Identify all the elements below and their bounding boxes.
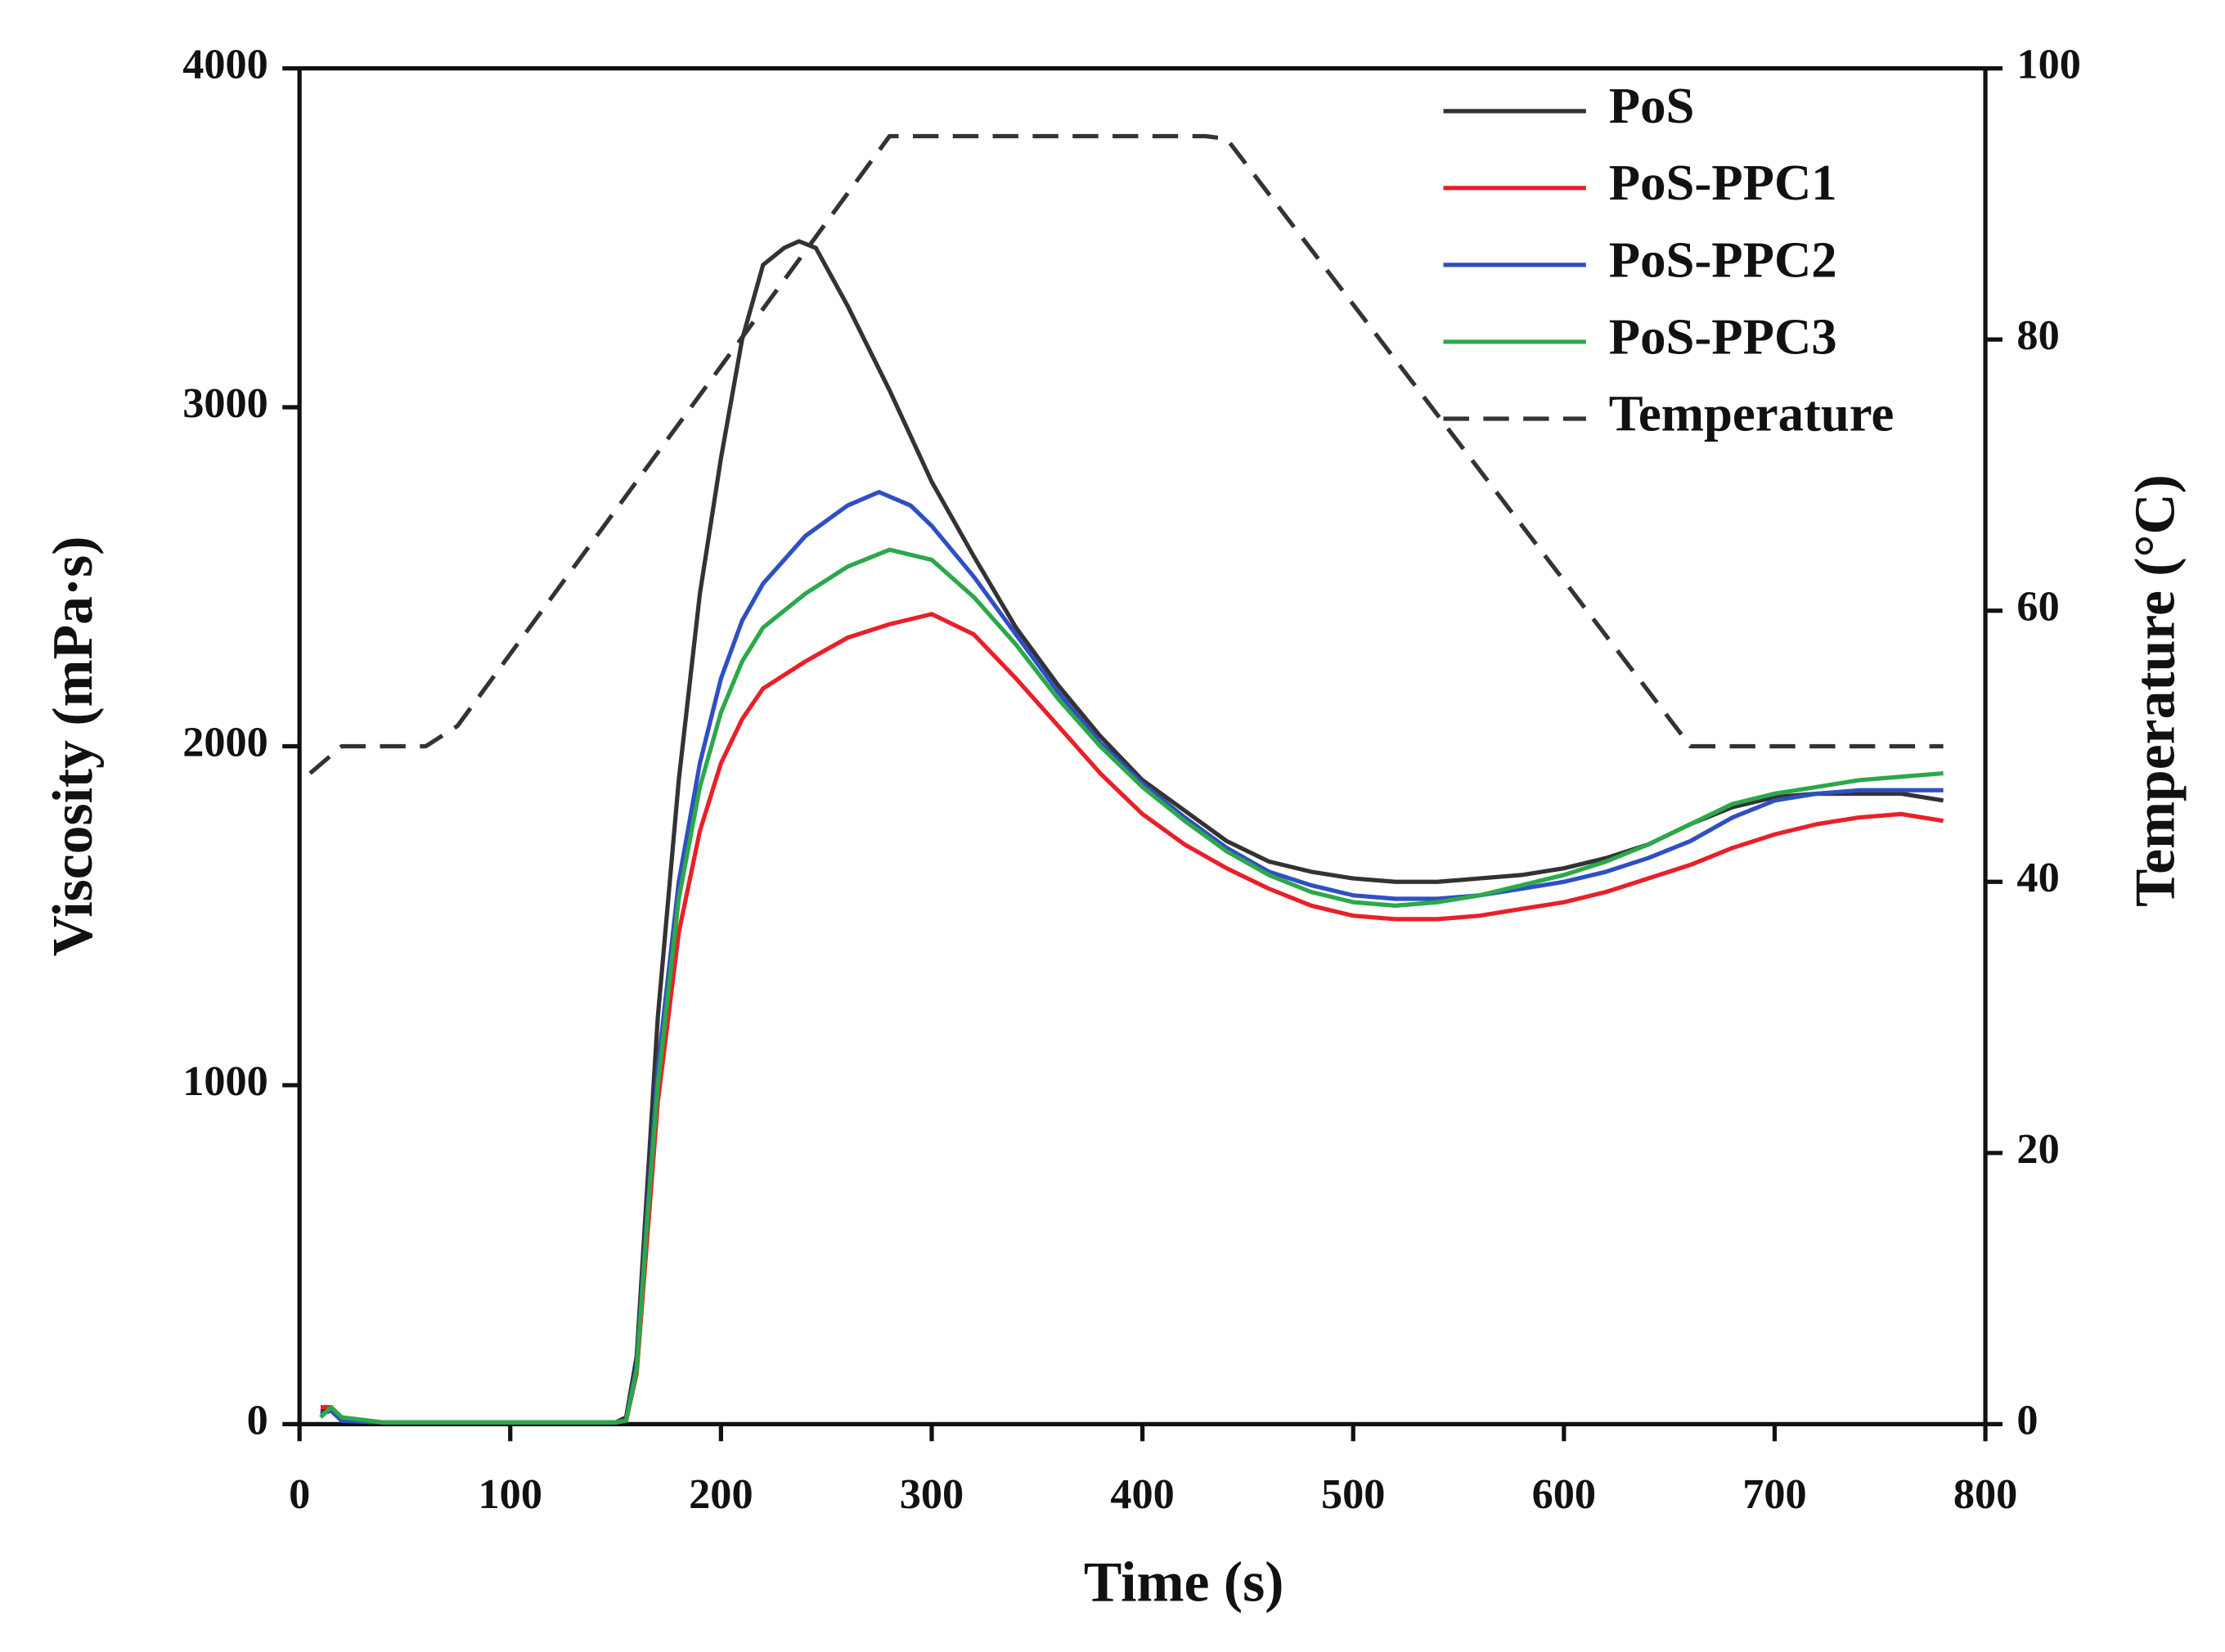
x-tick-label: 700 [1742, 1470, 1806, 1518]
x-tick-label: 300 [900, 1470, 964, 1518]
legend-label: PoS-PPC1 [1609, 154, 1837, 211]
series-line [320, 490, 1944, 1425]
legend-label: PoS [1609, 77, 1695, 134]
y2-tick-label: 0 [2016, 1396, 2038, 1443]
y-axis-title: Viscosity (mPa·s) [42, 536, 105, 957]
x-tick-label: 600 [1532, 1470, 1596, 1518]
y-tick-label: 3000 [182, 379, 268, 427]
x-tick-label: 500 [1321, 1470, 1385, 1518]
y-tick-label: 0 [247, 1396, 268, 1443]
x-axis-title: Time (s) [1084, 1551, 1284, 1614]
series-line [308, 133, 1944, 775]
x-tick-label: 200 [689, 1470, 753, 1518]
y-tick-label: 1000 [182, 1057, 268, 1105]
x-tick-label: 0 [289, 1470, 310, 1518]
legend-label: PoS-PPC2 [1609, 231, 1837, 288]
y2-tick-label: 40 [2016, 854, 2059, 901]
y-tick-label: 4000 [182, 41, 268, 88]
y2-tick-label: 100 [2016, 41, 2080, 88]
y2-axis-title: Temperature (°C) [2124, 474, 2187, 907]
y2-tick-label: 80 [2016, 312, 2059, 359]
y-tick-label: 2000 [182, 719, 268, 766]
legend-label: Temperature [1609, 384, 1895, 442]
series-line [320, 612, 1944, 1425]
series-line [319, 547, 1944, 1425]
legend-label: PoS-PPC3 [1609, 308, 1837, 365]
x-tick-label: 800 [1953, 1470, 2017, 1518]
x-tick-label: 400 [1110, 1470, 1174, 1518]
x-tick-label: 100 [479, 1470, 542, 1518]
y2-tick-label: 20 [2016, 1125, 2059, 1173]
y2-tick-label: 60 [2016, 583, 2059, 631]
